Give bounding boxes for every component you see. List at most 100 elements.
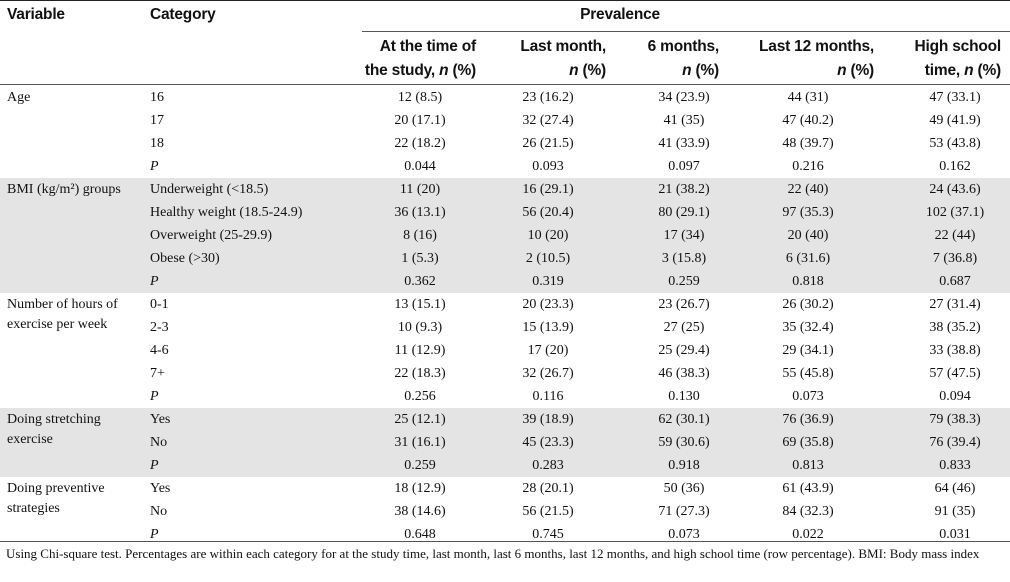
column-header-4-unit: n xyxy=(837,62,847,79)
column-header-3-line1: 6 months, xyxy=(647,38,720,55)
column-header-1-pct: (%) xyxy=(448,62,476,79)
table-footnote: Using Chi-square test. Percentages are w… xyxy=(6,546,980,561)
value-cell: 59 (30.6) xyxy=(658,435,710,450)
value-cell: 0.044 xyxy=(404,159,436,174)
value-cell: 7 (36.8) xyxy=(932,251,978,266)
value-cell: 6 (31.6) xyxy=(785,251,831,266)
value-cell: 46 (38.3) xyxy=(658,366,710,381)
column-header-1-prefix: the study, xyxy=(364,62,440,79)
category-cell: P xyxy=(150,274,159,289)
category-cell: Underweight (<18.5) xyxy=(150,182,269,197)
value-cell: 0.022 xyxy=(792,527,824,542)
header-category: Category xyxy=(150,6,216,23)
row-group xyxy=(0,408,1010,477)
value-cell: 0.283 xyxy=(532,458,564,473)
value-cell: 62 (30.1) xyxy=(658,412,710,427)
category-cell: 18 xyxy=(150,136,164,151)
category-cell: 0-1 xyxy=(150,297,169,312)
column-header-5-line2: time, n (%) xyxy=(925,62,1001,80)
value-cell: 25 (29.4) xyxy=(658,343,710,358)
value-cell: 44 (31) xyxy=(787,90,829,105)
value-cell: 29 (34.1) xyxy=(782,343,834,358)
value-cell: 0.116 xyxy=(532,389,564,404)
value-cell: 0.259 xyxy=(404,458,436,473)
value-cell: 76 (39.4) xyxy=(929,435,981,450)
value-cell: 50 (36) xyxy=(663,481,705,496)
value-cell: 11 (12.9) xyxy=(394,343,446,358)
value-cell: 53 (43.8) xyxy=(929,136,981,151)
value-cell: 61 (43.9) xyxy=(782,481,834,496)
value-cell: 22 (40) xyxy=(787,182,829,197)
value-cell: 47 (33.1) xyxy=(929,90,981,105)
header-variable: Variable xyxy=(7,6,65,23)
column-header-1-line1: At the time of xyxy=(379,38,476,55)
value-cell: 0.833 xyxy=(939,458,971,473)
value-cell: 41 (33.9) xyxy=(658,136,710,151)
value-cell: 22 (18.3) xyxy=(394,366,446,381)
table-top-rule xyxy=(0,0,1010,1)
value-cell: 27 (31.4) xyxy=(929,297,981,312)
value-cell: 0.745 xyxy=(532,527,564,542)
value-cell: 22 (44) xyxy=(934,228,976,243)
category-cell: P xyxy=(150,527,159,542)
value-cell: 102 (37.1) xyxy=(925,205,985,220)
value-cell: 26 (21.5) xyxy=(522,136,574,151)
category-cell: 4-6 xyxy=(150,343,169,358)
prevalence-underline xyxy=(362,31,1010,32)
value-cell: 0.073 xyxy=(792,389,824,404)
value-cell: 0.362 xyxy=(404,274,436,289)
value-cell: 0.093 xyxy=(532,159,564,174)
value-cell: 0.648 xyxy=(404,527,436,542)
category-cell: No xyxy=(150,435,168,450)
value-cell: 47 (40.2) xyxy=(782,113,834,128)
category-cell: P xyxy=(150,458,159,473)
value-cell: 80 (29.1) xyxy=(658,205,710,220)
column-header-4-line1: Last 12 months, xyxy=(759,38,874,55)
value-cell: 1 (5.3) xyxy=(401,251,439,266)
column-header-4-line2: n (%) xyxy=(837,62,874,80)
value-cell: 49 (41.9) xyxy=(929,113,981,128)
column-header-3-pct: (%) xyxy=(691,62,719,79)
value-cell: 84 (32.3) xyxy=(782,504,834,519)
value-cell: 55 (45.8) xyxy=(782,366,834,381)
variable-label: BMI (kg/m²) groups xyxy=(7,182,121,197)
value-cell: 32 (26.7) xyxy=(522,366,574,381)
value-cell: 35 (32.4) xyxy=(782,320,834,335)
variable-label: Age xyxy=(7,90,31,105)
column-header-5-line1: High school xyxy=(914,38,1002,55)
column-header-2-line1: Last month, xyxy=(520,38,606,55)
value-cell: 23 (16.2) xyxy=(522,90,574,105)
value-cell: 18 (12.9) xyxy=(394,481,446,496)
value-cell: 71 (27.3) xyxy=(658,504,710,519)
value-cell: 64 (46) xyxy=(934,481,976,496)
column-header-2-unit: n xyxy=(569,62,579,79)
value-cell: 0.818 xyxy=(792,274,824,289)
variable-label: Doing preventive strategies xyxy=(7,481,105,516)
value-cell: 39 (18.9) xyxy=(522,412,574,427)
value-cell: 28 (20.1) xyxy=(522,481,574,496)
header-bottom-rule xyxy=(0,84,1010,85)
value-cell: 79 (38.3) xyxy=(929,412,981,427)
category-cell: 16 xyxy=(150,90,164,105)
value-cell: 0.319 xyxy=(532,274,564,289)
value-cell: 3 (15.8) xyxy=(661,251,707,266)
category-cell: Healthy weight (18.5-24.9) xyxy=(150,205,303,220)
value-cell: 20 (17.1) xyxy=(394,113,446,128)
value-cell: 15 (13.9) xyxy=(522,320,574,335)
table-bottom-rule xyxy=(0,541,1010,542)
category-cell: Overweight (25-29.9) xyxy=(150,228,273,243)
value-cell: 17 (34) xyxy=(663,228,705,243)
column-header-5-unit: n xyxy=(964,62,974,79)
value-cell: 0.130 xyxy=(668,389,700,404)
value-cell: 69 (35.8) xyxy=(782,435,834,450)
value-cell: 8 (16) xyxy=(403,228,437,243)
value-cell: 10 (20) xyxy=(527,228,569,243)
value-cell: 0.073 xyxy=(668,527,700,542)
value-cell: 11 (20) xyxy=(399,182,441,197)
column-header-3-line2: n (%) xyxy=(682,62,719,80)
column-header-4-pct: (%) xyxy=(846,62,874,79)
value-cell: 25 (12.1) xyxy=(394,412,446,427)
value-cell: 56 (20.4) xyxy=(522,205,574,220)
value-cell: 21 (38.2) xyxy=(658,182,710,197)
